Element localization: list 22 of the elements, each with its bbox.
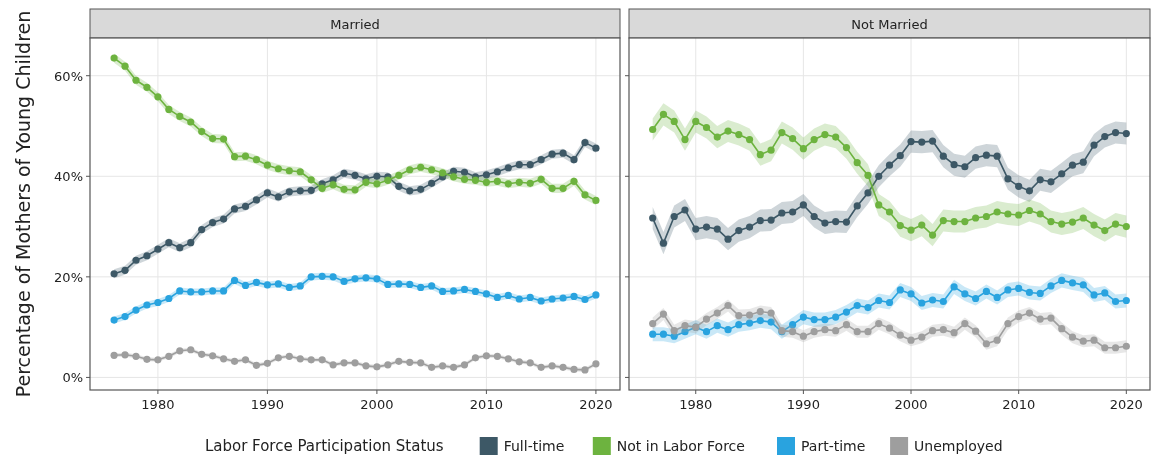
x-tick-label: 2000 (360, 397, 394, 412)
y-axis-title: Percentage of Mothers of Young Children (12, 10, 34, 398)
x-tick-label: 1990 (250, 397, 284, 412)
x-tick-label: 2000 (894, 397, 928, 412)
legend-label: Unemployed (914, 438, 1003, 454)
y-tick-label: 20% (54, 269, 83, 285)
x-tick-label: 2010 (469, 397, 503, 412)
x-tick-label: 1980 (679, 397, 713, 412)
legend-title: Labor Force Participation Status (204, 437, 444, 455)
chart-title: Married (330, 16, 380, 32)
x-tick-label: 2020 (579, 397, 613, 412)
y-tick-label: 60% (54, 68, 83, 84)
x-tick-label: 1990 (786, 397, 820, 412)
y-tick-label: 40% (54, 169, 83, 185)
x-tick-label: 1980 (141, 397, 175, 412)
x-tick-label: 2020 (1109, 397, 1143, 412)
y-tick-label: 0% (62, 370, 83, 386)
legend-label: Not in Labor Force (616, 438, 745, 454)
chart-title: Not Married (851, 16, 928, 32)
legend-label: Full-time (503, 438, 565, 454)
x-tick-label: 2010 (1002, 397, 1036, 412)
legend-label: Part-time (801, 438, 866, 454)
